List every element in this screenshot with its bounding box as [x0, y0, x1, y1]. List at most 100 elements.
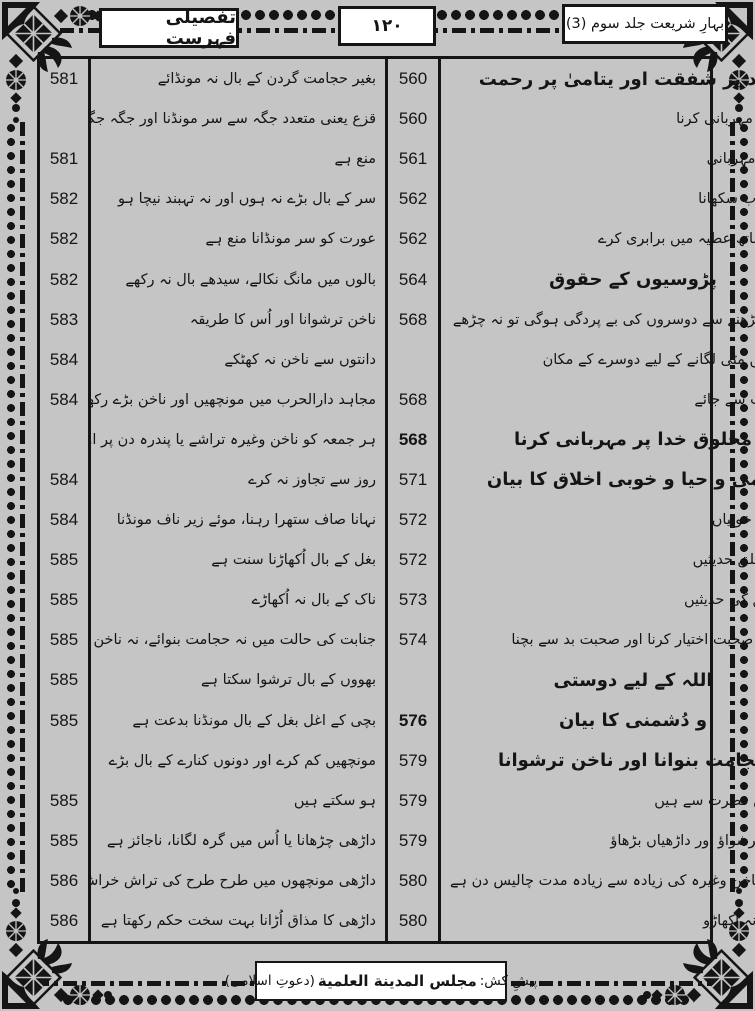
toc-page-number: 568 [388, 419, 441, 460]
toc-row: 580 سفید بال نہ اُکھاڑو [388, 900, 755, 942]
toc-entry-title: بغیر حجامت گردن کے بال نہ مونڈائے [157, 71, 376, 88]
toc-page-number: 580 [388, 900, 441, 942]
publisher-suffix: (دعوتِ اسلامی) [224, 973, 315, 989]
toc-row: 584 نہانا صاف ستھرا رہنا، موئے زیر ناف م… [40, 500, 385, 541]
toc-row: پچھیت میں مٹی لگانے کے لیے دوسرے کے مکان [388, 339, 755, 380]
toc-row: 562 اولاد کو ادب سکھانا [388, 179, 755, 220]
toc-left-column: 581 بغیر حجامت گردن کے بال نہ مونڈائے قز… [40, 59, 385, 942]
toc-page-number: 585 [40, 820, 91, 861]
toc-row: 568 مخلوق خدا پر مہربانی کرنا [388, 419, 755, 460]
toc-entry-title: عورت کو سر مونڈانا منع ہے [205, 231, 376, 248]
toc-entry-title: منع ہے [334, 151, 376, 168]
toc-entry-title: بالوں میں مانگ نکالے، سیدھے بال نہ رکھے [125, 271, 376, 288]
toc-row: 585 بھووں کے بال ترشوا سکتا ہے [40, 660, 385, 701]
toc-page-number: 560 [388, 59, 441, 100]
toc-page-number [40, 740, 91, 781]
toc-page-number: 581 [40, 59, 91, 100]
toc-page-number: 576 [388, 700, 441, 741]
toc-page-number: 582 [40, 259, 91, 300]
toc-table: 581 بغیر حجامت گردن کے بال نہ مونڈائے قز… [37, 56, 755, 944]
toc-entry-title: میں اجازت سے جائے [694, 391, 755, 408]
toc-row: 574 نیکوں کی صحبت اختیار کرنا اور صحبت ب… [388, 620, 755, 661]
toc-entry-title: حیا کے متعلق حدیثیں [692, 552, 755, 569]
toc-page-number [388, 660, 441, 701]
toc-row: 579 مونچھیں ترشواؤ اور داڑھیاں بڑھاؤ [388, 820, 755, 861]
toc-row: 573 حسن خلق کی حدیثیں [388, 580, 755, 621]
toc-entry-title: اولاد کے ساتھ عطیہ میں برابری کرے [597, 231, 755, 248]
toc-page-number: 571 [388, 459, 441, 501]
toc-page-number: 579 [388, 820, 441, 861]
toc-page-number [388, 339, 441, 380]
toc-entry-title: پچھیت میں مٹی لگانے کے لیے دوسرے کے مکان [542, 351, 755, 368]
toc-row: 581 بغیر حجامت گردن کے بال نہ مونڈائے [40, 59, 385, 100]
toc-page-number: 585 [40, 540, 91, 581]
toc-row: 585 ناک کے بال نہ اُکھاڑے [40, 580, 385, 621]
toc-entry-title: لڑکیوں پر مہربانی کرنا [676, 111, 755, 128]
toc-page-number: 584 [40, 339, 91, 380]
toc-entry-title: بھووں کے بال ترشوا سکتا ہے [201, 672, 376, 689]
toc-entry-title: داڑھی مونچھوں میں طرح طرح کی تراش خراش [91, 872, 376, 889]
toc-row: 585 بغل کے بال اُکھاڑنا سنت ہے [40, 540, 385, 581]
toc-row: 562 اولاد کے ساتھ عطیہ میں برابری کرے [388, 219, 755, 260]
toc-entry-title: نرمی و حیا و خوبی اخلاق کا بیان [486, 469, 755, 491]
toc-row: 576 و دُشمنی کا بیان [388, 700, 755, 741]
toc-entry-title: ناک کے بال نہ اُکھاڑے [251, 592, 376, 609]
toc-page-number: 585 [40, 580, 91, 621]
toc-row: 581 منع ہے [40, 139, 385, 180]
toc-row: اللہ کے لیے دوستی [388, 660, 755, 701]
toc-row: 584 مجاہد دارالحرب میں مونچھیں اور ناخن … [40, 379, 385, 420]
toc-page-number: 579 [388, 780, 441, 821]
toc-row: 564 پڑوسیوں کے حقوق [388, 259, 755, 300]
toc-row: 582 سر کے بال بڑے نہ ہوں اور نہ تہبند نی… [40, 179, 385, 220]
toc-page-number: 581 [40, 139, 91, 180]
toc-entry-title: جنابت کی حالت میں نہ حجامت بنوائے، نہ نا… [91, 632, 376, 649]
toc-row: 568 میں اجازت سے جائے [388, 379, 755, 420]
toc-row: 586 داڑھی کا مذاق اُڑانا بہت سخت حکم رکھ… [40, 900, 385, 942]
toc-row: 560 اولاد پر شفقت اور یتامیٰ پر رحمت [388, 59, 755, 100]
toc-page-number: 568 [388, 299, 441, 340]
toc-page-number: 572 [388, 500, 441, 541]
toc-page-number: 586 [40, 900, 91, 942]
toc-page-number: 586 [40, 860, 91, 901]
toc-page-number: 560 [388, 99, 441, 140]
toc-page-number: 579 [388, 740, 441, 781]
toc-entry-title: اللہ کے لیے دوستی [553, 669, 713, 691]
toc-row: 571 نرمی و حیا و خوبی اخلاق کا بیان [388, 459, 755, 501]
toc-row: 582 عورت کو سر مونڈانا منع ہے [40, 219, 385, 260]
toc-entry-title: ہو سکتے ہیں [293, 792, 376, 809]
toc-entry-title: سفید بال نہ اُکھاڑو [703, 913, 755, 930]
toc-page-number: 582 [40, 219, 91, 260]
toc-entry-title: مونچھیں ترشواؤ اور داڑھیاں بڑھاؤ [610, 832, 755, 849]
toc-page-number: 585 [40, 700, 91, 741]
publisher-name: مجلس المدینة العلمیة [317, 972, 477, 990]
book-title: بہارِ شریعت جلد سوم (3) [565, 16, 725, 32]
toc-page-number: 562 [388, 219, 441, 260]
toc-page-number: 585 [40, 660, 91, 701]
toc-entry-title: نرمی میں خوبیاں [711, 512, 755, 529]
section-title-box: تفصیلی فہرست [99, 7, 239, 49]
toc-page-number: 572 [388, 540, 441, 581]
toc-row: 572 نرمی میں خوبیاں [388, 500, 755, 541]
toc-entry-title: داڑھی کا مذاق اُڑانا بہت سخت حکم رکھتا ہ… [100, 913, 376, 930]
toc-page-number: 585 [40, 620, 91, 661]
toc-row: 586 داڑھی مونچھوں میں طرح طرح کی تراش خر… [40, 860, 385, 901]
toc-row: 585 ہو سکتے ہیں [40, 780, 385, 821]
toc-entry-title: حجامت بنوانا اور ناخن ترشوانا [497, 750, 755, 772]
toc-entry-title: نہانا صاف ستھرا رہنا، موئے زیر ناف مونڈن… [116, 512, 376, 529]
toc-page-number [40, 419, 91, 460]
toc-row: 579 پانچ چیزیں فطرت سے ہیں [388, 780, 755, 821]
toc-page-number: 584 [40, 500, 91, 541]
toc-page-number: 582 [40, 179, 91, 220]
toc-entry-title: بچی کے اغل بغل کے بال مونڈنا بدعت ہے [132, 712, 376, 729]
toc-entry-title: چھت پر چڑھنے سے دوسروں کی بے پردگی ہوگی … [452, 311, 755, 328]
toc-entry-title: دانتوں سے ناخن نہ کھٹکے [224, 351, 376, 368]
toc-entry-title: نیکوں کی صحبت اختیار کرنا اور صحبت بد سے… [511, 632, 755, 649]
toc-page-number: 584 [40, 459, 91, 501]
page-number: ۱۲۰ [371, 16, 403, 36]
toc-page-number: 585 [40, 780, 91, 821]
toc-page-number: 580 [388, 860, 441, 901]
toc-entry-title: اولاد پر شفقت اور یتامیٰ پر رحمت [478, 68, 755, 90]
